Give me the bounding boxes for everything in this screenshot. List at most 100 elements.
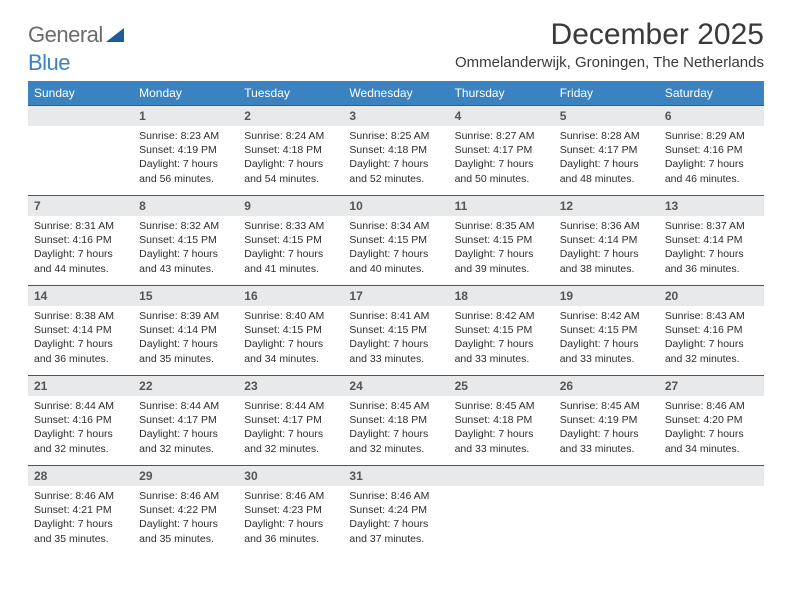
day-details: Sunrise: 8:23 AMSunset: 4:19 PMDaylight:… bbox=[133, 126, 238, 192]
calendar-day-cell: 8Sunrise: 8:32 AMSunset: 4:15 PMDaylight… bbox=[133, 195, 238, 285]
calendar-day-cell: 3Sunrise: 8:25 AMSunset: 4:18 PMDaylight… bbox=[343, 105, 448, 195]
day-details: Sunrise: 8:37 AMSunset: 4:14 PMDaylight:… bbox=[659, 216, 764, 282]
day-details: Sunrise: 8:36 AMSunset: 4:14 PMDaylight:… bbox=[554, 216, 659, 282]
day-details: Sunrise: 8:44 AMSunset: 4:17 PMDaylight:… bbox=[133, 396, 238, 462]
day-details: Sunrise: 8:24 AMSunset: 4:18 PMDaylight:… bbox=[238, 126, 343, 192]
day-number: 22 bbox=[133, 375, 238, 396]
day-number: 19 bbox=[554, 285, 659, 306]
day-number: 7 bbox=[28, 195, 133, 216]
day-details: Sunrise: 8:46 AMSunset: 4:22 PMDaylight:… bbox=[133, 486, 238, 552]
day-details: Sunrise: 8:45 AMSunset: 4:19 PMDaylight:… bbox=[554, 396, 659, 462]
day-number: 29 bbox=[133, 465, 238, 486]
day-details: Sunrise: 8:39 AMSunset: 4:14 PMDaylight:… bbox=[133, 306, 238, 372]
day-number: 11 bbox=[449, 195, 554, 216]
weekday-header: Tuesday bbox=[238, 81, 343, 105]
day-number: 9 bbox=[238, 195, 343, 216]
calendar-day-cell: 13Sunrise: 8:37 AMSunset: 4:14 PMDayligh… bbox=[659, 195, 764, 285]
day-details: Sunrise: 8:29 AMSunset: 4:16 PMDaylight:… bbox=[659, 126, 764, 192]
logo-text-blue: Blue bbox=[28, 50, 70, 75]
calendar-day-cell: 18Sunrise: 8:42 AMSunset: 4:15 PMDayligh… bbox=[449, 285, 554, 375]
calendar-day-cell: 5Sunrise: 8:28 AMSunset: 4:17 PMDaylight… bbox=[554, 105, 659, 195]
day-number: 28 bbox=[28, 465, 133, 486]
day-number: 31 bbox=[343, 465, 448, 486]
calendar-day-cell: 11Sunrise: 8:35 AMSunset: 4:15 PMDayligh… bbox=[449, 195, 554, 285]
calendar-day-cell bbox=[659, 465, 764, 555]
day-details: Sunrise: 8:46 AMSunset: 4:24 PMDaylight:… bbox=[343, 486, 448, 552]
calendar-day-cell: 24Sunrise: 8:45 AMSunset: 4:18 PMDayligh… bbox=[343, 375, 448, 465]
calendar-day-cell bbox=[449, 465, 554, 555]
day-number: 5 bbox=[554, 105, 659, 126]
logo-triangle-icon bbox=[106, 22, 124, 48]
day-number: 13 bbox=[659, 195, 764, 216]
day-details: Sunrise: 8:46 AMSunset: 4:21 PMDaylight:… bbox=[28, 486, 133, 552]
location-text: Ommelanderwijk, Groningen, The Netherlan… bbox=[455, 54, 764, 71]
calendar-header-row: SundayMondayTuesdayWednesdayThursdayFrid… bbox=[28, 81, 764, 105]
weekday-header: Sunday bbox=[28, 81, 133, 105]
calendar-body: 1Sunrise: 8:23 AMSunset: 4:19 PMDaylight… bbox=[28, 105, 764, 555]
calendar-day-cell: 22Sunrise: 8:44 AMSunset: 4:17 PMDayligh… bbox=[133, 375, 238, 465]
day-details: Sunrise: 8:25 AMSunset: 4:18 PMDaylight:… bbox=[343, 126, 448, 192]
calendar-day-cell: 10Sunrise: 8:34 AMSunset: 4:15 PMDayligh… bbox=[343, 195, 448, 285]
day-number: 14 bbox=[28, 285, 133, 306]
logo: General Blue bbox=[28, 22, 124, 76]
day-details: Sunrise: 8:45 AMSunset: 4:18 PMDaylight:… bbox=[449, 396, 554, 462]
calendar-day-cell: 19Sunrise: 8:42 AMSunset: 4:15 PMDayligh… bbox=[554, 285, 659, 375]
calendar-day-cell: 20Sunrise: 8:43 AMSunset: 4:16 PMDayligh… bbox=[659, 285, 764, 375]
day-details: Sunrise: 8:42 AMSunset: 4:15 PMDaylight:… bbox=[554, 306, 659, 372]
calendar-day-cell: 28Sunrise: 8:46 AMSunset: 4:21 PMDayligh… bbox=[28, 465, 133, 555]
day-details: Sunrise: 8:41 AMSunset: 4:15 PMDaylight:… bbox=[343, 306, 448, 372]
day-number: 20 bbox=[659, 285, 764, 306]
calendar-day-cell: 7Sunrise: 8:31 AMSunset: 4:16 PMDaylight… bbox=[28, 195, 133, 285]
weekday-header: Thursday bbox=[449, 81, 554, 105]
weekday-header: Saturday bbox=[659, 81, 764, 105]
day-number: 12 bbox=[554, 195, 659, 216]
calendar-day-cell: 16Sunrise: 8:40 AMSunset: 4:15 PMDayligh… bbox=[238, 285, 343, 375]
calendar-day-cell: 30Sunrise: 8:46 AMSunset: 4:23 PMDayligh… bbox=[238, 465, 343, 555]
calendar-week-row: 1Sunrise: 8:23 AMSunset: 4:19 PMDaylight… bbox=[28, 105, 764, 195]
calendar-day-cell: 17Sunrise: 8:41 AMSunset: 4:15 PMDayligh… bbox=[343, 285, 448, 375]
day-number: 17 bbox=[343, 285, 448, 306]
calendar-day-cell: 15Sunrise: 8:39 AMSunset: 4:14 PMDayligh… bbox=[133, 285, 238, 375]
calendar-day-cell: 27Sunrise: 8:46 AMSunset: 4:20 PMDayligh… bbox=[659, 375, 764, 465]
day-number: 4 bbox=[449, 105, 554, 126]
day-details: Sunrise: 8:38 AMSunset: 4:14 PMDaylight:… bbox=[28, 306, 133, 372]
day-details: Sunrise: 8:40 AMSunset: 4:15 PMDaylight:… bbox=[238, 306, 343, 372]
day-number: 23 bbox=[238, 375, 343, 396]
calendar-day-cell: 29Sunrise: 8:46 AMSunset: 4:22 PMDayligh… bbox=[133, 465, 238, 555]
day-details: Sunrise: 8:32 AMSunset: 4:15 PMDaylight:… bbox=[133, 216, 238, 282]
day-details: Sunrise: 8:44 AMSunset: 4:17 PMDaylight:… bbox=[238, 396, 343, 462]
calendar-day-cell: 2Sunrise: 8:24 AMSunset: 4:18 PMDaylight… bbox=[238, 105, 343, 195]
calendar-day-cell: 9Sunrise: 8:33 AMSunset: 4:15 PMDaylight… bbox=[238, 195, 343, 285]
day-details: Sunrise: 8:44 AMSunset: 4:16 PMDaylight:… bbox=[28, 396, 133, 462]
calendar-day-cell: 23Sunrise: 8:44 AMSunset: 4:17 PMDayligh… bbox=[238, 375, 343, 465]
day-number: 30 bbox=[238, 465, 343, 486]
day-number: 2 bbox=[238, 105, 343, 126]
day-number: 26 bbox=[554, 375, 659, 396]
day-details: Sunrise: 8:31 AMSunset: 4:16 PMDaylight:… bbox=[28, 216, 133, 282]
day-details: Sunrise: 8:46 AMSunset: 4:20 PMDaylight:… bbox=[659, 396, 764, 462]
calendar-week-row: 21Sunrise: 8:44 AMSunset: 4:16 PMDayligh… bbox=[28, 375, 764, 465]
day-number: 25 bbox=[449, 375, 554, 396]
day-number: 3 bbox=[343, 105, 448, 126]
day-details: Sunrise: 8:33 AMSunset: 4:15 PMDaylight:… bbox=[238, 216, 343, 282]
calendar-day-cell: 31Sunrise: 8:46 AMSunset: 4:24 PMDayligh… bbox=[343, 465, 448, 555]
day-number: 1 bbox=[133, 105, 238, 126]
day-number-empty bbox=[28, 105, 133, 126]
day-details: Sunrise: 8:42 AMSunset: 4:15 PMDaylight:… bbox=[449, 306, 554, 372]
weekday-header: Monday bbox=[133, 81, 238, 105]
day-number-empty bbox=[659, 465, 764, 486]
logo-text-general: General bbox=[28, 22, 103, 47]
calendar-table: SundayMondayTuesdayWednesdayThursdayFrid… bbox=[28, 81, 764, 555]
calendar-day-cell: 26Sunrise: 8:45 AMSunset: 4:19 PMDayligh… bbox=[554, 375, 659, 465]
day-number: 16 bbox=[238, 285, 343, 306]
day-number: 21 bbox=[28, 375, 133, 396]
day-number: 18 bbox=[449, 285, 554, 306]
calendar-day-cell: 21Sunrise: 8:44 AMSunset: 4:16 PMDayligh… bbox=[28, 375, 133, 465]
day-details: Sunrise: 8:35 AMSunset: 4:15 PMDaylight:… bbox=[449, 216, 554, 282]
day-number: 24 bbox=[343, 375, 448, 396]
day-details: Sunrise: 8:27 AMSunset: 4:17 PMDaylight:… bbox=[449, 126, 554, 192]
calendar-day-cell: 12Sunrise: 8:36 AMSunset: 4:14 PMDayligh… bbox=[554, 195, 659, 285]
weekday-header: Wednesday bbox=[343, 81, 448, 105]
page-title: December 2025 bbox=[455, 18, 764, 52]
calendar-week-row: 7Sunrise: 8:31 AMSunset: 4:16 PMDaylight… bbox=[28, 195, 764, 285]
